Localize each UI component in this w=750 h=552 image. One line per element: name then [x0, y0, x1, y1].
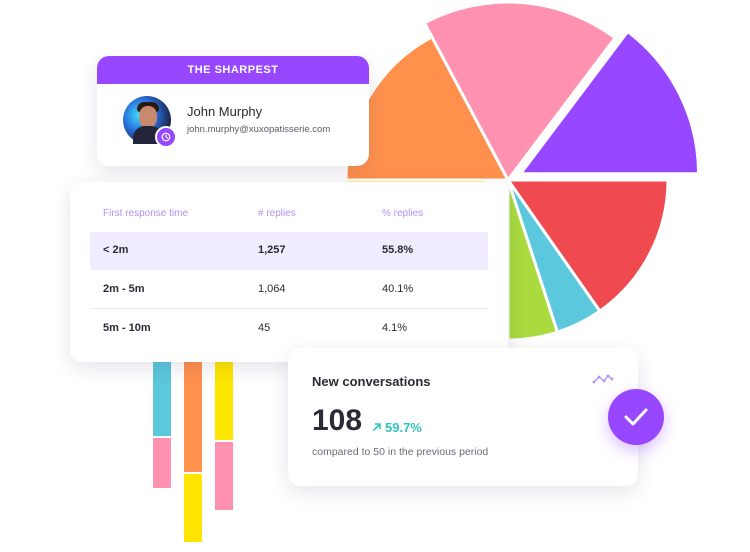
cell-range: 5m - 10m [103, 322, 151, 334]
cell-percent: 40.1% [382, 283, 414, 295]
conversations-change: 59.7% [372, 420, 422, 435]
cell-replies: 45 [258, 322, 271, 334]
decor-bar-1b [153, 438, 171, 488]
conversations-comparison: compared to 50 in the previous period [312, 446, 489, 458]
slice-red [505, 178, 670, 314]
slice-green [506, 179, 560, 342]
agent-email: john.murphy@xuxopatisserie.com [187, 124, 331, 135]
conversations-title: New conversations [312, 374, 431, 389]
check-icon [608, 389, 664, 445]
avatar [123, 96, 177, 148]
trend-line-icon [592, 372, 614, 390]
decor-bar-1a [153, 362, 171, 436]
cell-replies: 1,257 [258, 244, 286, 256]
new-conversations-card: New conversations 108 59.7% compared to … [288, 348, 638, 486]
table-row: 5m - 10m 45 4.1% [90, 310, 488, 348]
slice-pink [422, 0, 618, 183]
table-row: 2m - 5m 1,064 40.1% [90, 271, 488, 309]
profile-card-header: THE SHARPEST [97, 56, 369, 84]
column-header-percent: % replies [382, 208, 424, 219]
decor-bar-2b [184, 474, 202, 542]
change-percent: 59.7% [385, 420, 422, 435]
cell-range: 2m - 5m [103, 283, 145, 295]
cell-replies: 1,064 [258, 283, 286, 295]
table-row: < 2m 1,257 55.8% [90, 232, 488, 270]
slice-purple [517, 29, 701, 176]
agent-name: John Murphy [187, 104, 263, 119]
cell-percent: 55.8% [382, 244, 414, 256]
response-time-table: First response time # replies % replies … [70, 182, 508, 362]
clock-icon [155, 126, 177, 148]
cell-range: < 2m [103, 244, 129, 256]
column-header-replies: # replies [258, 208, 296, 219]
conversations-count: 108 [312, 404, 363, 437]
agent-profile-card: THE SHARPEST John Murphy john.murphy@xux… [97, 56, 369, 166]
decor-bar-3b [215, 442, 233, 510]
column-header-response-time: First response time [103, 208, 189, 219]
decor-bar-3a [215, 362, 233, 440]
decor-bar-2a [184, 362, 202, 472]
arrow-up-right-icon [372, 420, 382, 435]
cell-percent: 4.1% [382, 322, 408, 334]
